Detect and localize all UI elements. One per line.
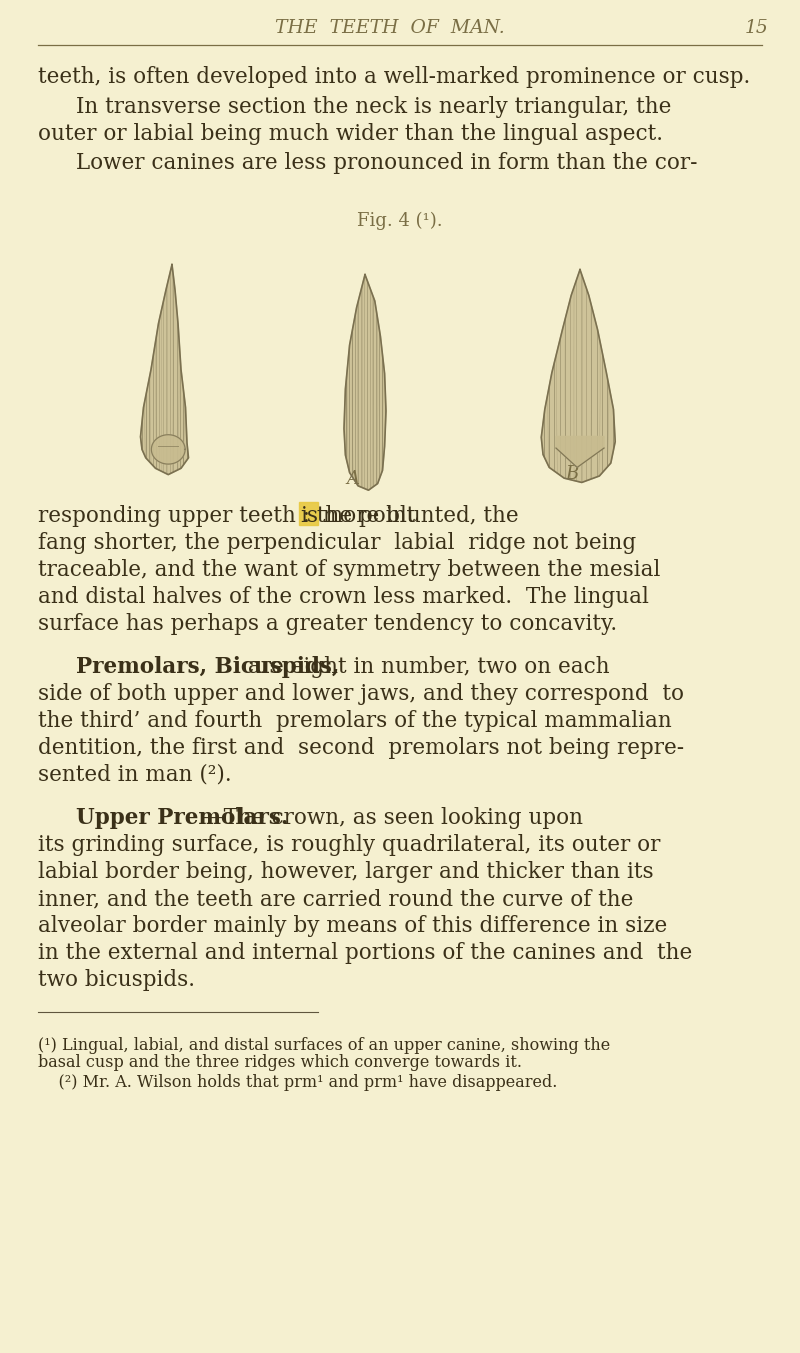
Text: its grinding surface, is roughly quadrilateral, its outer or: its grinding surface, is roughly quadril… — [38, 833, 660, 856]
Text: traceable, and the want of symmetry between the mesial: traceable, and the want of symmetry betw… — [38, 559, 660, 580]
Text: fang shorter, the perpendicular  labial  ridge not being: fang shorter, the perpendicular labial r… — [38, 532, 636, 553]
Text: and distal halves of the crown less marked.  The lingual: and distal halves of the crown less mark… — [38, 586, 649, 607]
Text: labial border being, however, larger and thicker than its: labial border being, however, larger and… — [38, 861, 654, 884]
Text: is: is — [300, 505, 318, 526]
Text: Lower canines are less pronounced in form than the cor-: Lower canines are less pronounced in for… — [76, 153, 698, 175]
Text: alveolar border mainly by means of this difference in size: alveolar border mainly by means of this … — [38, 915, 667, 938]
Polygon shape — [556, 437, 604, 467]
Text: Fig. 4 (¹).: Fig. 4 (¹). — [357, 212, 443, 230]
Text: teeth, is often developed into a well-marked prominence or cusp.: teeth, is often developed into a well-ma… — [38, 66, 750, 88]
Text: inner, and the teeth are carried round the curve of the: inner, and the teeth are carried round t… — [38, 888, 634, 911]
Text: side of both upper and lower jaws, and they correspond  to: side of both upper and lower jaws, and t… — [38, 683, 684, 705]
Text: (¹) Lingual, labial, and distal surfaces of an upper canine, showing the: (¹) Lingual, labial, and distal surfaces… — [38, 1036, 610, 1054]
Text: Premolars, Bicuspids,: Premolars, Bicuspids, — [76, 656, 339, 678]
Text: responding upper teeth : the point: responding upper teeth : the point — [38, 505, 422, 526]
Text: in the external and internal portions of the canines and  the: in the external and internal portions of… — [38, 942, 692, 963]
Polygon shape — [344, 275, 386, 490]
Text: dentition, the first and  second  premolars not being repre-: dentition, the first and second premolar… — [38, 737, 684, 759]
Text: two bicuspids.: two bicuspids. — [38, 969, 195, 990]
Text: sented in man (²).: sented in man (²). — [38, 764, 232, 786]
Text: more blunted, the: more blunted, the — [316, 505, 519, 526]
Text: In transverse section the neck is nearly triangular, the: In transverse section the neck is nearly… — [76, 96, 671, 118]
Polygon shape — [141, 265, 189, 475]
Text: 15: 15 — [745, 19, 769, 37]
Bar — [299, 502, 318, 525]
Text: (²) Mr. A. Wilson holds that prm¹ and prm¹ have disappeared.: (²) Mr. A. Wilson holds that prm¹ and pr… — [38, 1074, 558, 1091]
Text: outer or labial being much wider than the lingual aspect.: outer or labial being much wider than th… — [38, 123, 663, 145]
Text: A: A — [346, 469, 359, 487]
Polygon shape — [151, 434, 185, 464]
Text: THE  TEETH  OF  MAN.: THE TEETH OF MAN. — [275, 19, 505, 37]
Polygon shape — [542, 269, 615, 483]
Text: basal cusp and the three ridges which converge towards it.: basal cusp and the three ridges which co… — [38, 1054, 522, 1072]
Text: —The crown, as seen looking upon: —The crown, as seen looking upon — [202, 806, 583, 829]
Text: Upper Premolars.: Upper Premolars. — [76, 806, 288, 829]
Text: the third’ and fourth  premolars of the typical mammalian: the third’ and fourth premolars of the t… — [38, 710, 672, 732]
Text: are eight in number, two on each: are eight in number, two on each — [242, 656, 610, 678]
Text: B: B — [566, 464, 578, 483]
Text: surface has perhaps a greater tendency to concavity.: surface has perhaps a greater tendency t… — [38, 613, 617, 635]
